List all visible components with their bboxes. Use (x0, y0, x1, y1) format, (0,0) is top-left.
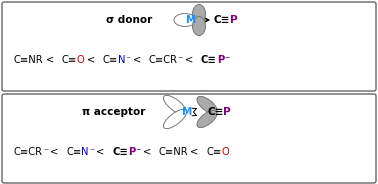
Text: <: < (190, 147, 198, 157)
Text: ⁻: ⁻ (125, 55, 131, 65)
Text: ⁻: ⁻ (178, 55, 183, 65)
Text: M: M (186, 15, 196, 25)
FancyBboxPatch shape (2, 2, 376, 91)
Text: <: < (185, 55, 193, 65)
Text: M: M (182, 107, 192, 117)
Text: O: O (222, 147, 229, 157)
Text: C≡: C≡ (66, 147, 82, 157)
FancyBboxPatch shape (2, 94, 376, 183)
Text: <: < (50, 147, 59, 157)
Text: C≡NR: C≡NR (14, 55, 43, 65)
Text: <: < (96, 147, 104, 157)
Text: O: O (77, 55, 85, 65)
Ellipse shape (163, 109, 186, 129)
Text: <: < (87, 55, 95, 65)
Text: ⁻: ⁻ (89, 147, 94, 157)
Text: P: P (217, 55, 224, 65)
Text: ⁻: ⁻ (224, 55, 229, 65)
Ellipse shape (192, 4, 206, 24)
Text: C≡CR: C≡CR (14, 147, 43, 157)
Text: <: < (46, 55, 54, 65)
Text: σ donor: σ donor (106, 15, 152, 25)
Text: C≡: C≡ (201, 55, 217, 65)
Text: P: P (230, 15, 238, 25)
Text: N: N (82, 147, 89, 157)
Text: <: < (143, 147, 151, 157)
Text: <: < (133, 55, 141, 65)
Ellipse shape (197, 110, 217, 128)
Text: C≡: C≡ (214, 15, 230, 25)
Text: P: P (128, 147, 135, 157)
Ellipse shape (174, 13, 196, 26)
Text: C≡: C≡ (112, 147, 128, 157)
Text: C≡: C≡ (102, 55, 118, 65)
Text: N: N (118, 55, 125, 65)
Text: C≡: C≡ (206, 147, 222, 157)
Text: C≡CR: C≡CR (149, 55, 178, 65)
Text: C≡: C≡ (207, 107, 223, 117)
Text: C≡NR: C≡NR (158, 147, 188, 157)
Text: C≡: C≡ (62, 55, 77, 65)
Ellipse shape (192, 17, 206, 36)
Text: π acceptor: π acceptor (82, 107, 145, 117)
Ellipse shape (163, 95, 186, 115)
Text: ⁻: ⁻ (43, 147, 48, 157)
Ellipse shape (197, 96, 217, 114)
Text: ⁻: ⁻ (135, 147, 141, 157)
Text: P: P (223, 107, 231, 117)
